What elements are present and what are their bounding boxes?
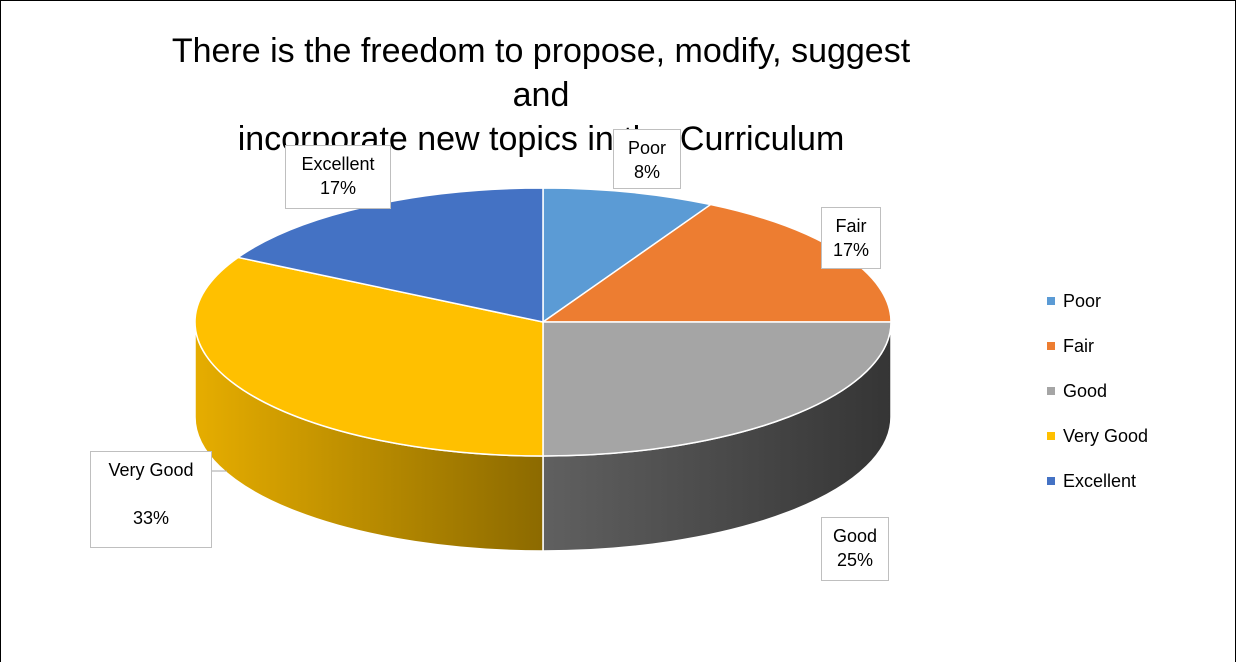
legend-label-fair: Fair bbox=[1063, 336, 1094, 356]
legend-item-good: Good bbox=[1047, 376, 1227, 421]
pie-slice-very-good bbox=[194, 256, 544, 457]
legend-item-poor: Poor bbox=[1047, 286, 1227, 331]
legend-swatch-poor bbox=[1047, 297, 1055, 305]
pie-top-layer bbox=[194, 187, 892, 457]
legend-item-very-good: Very Good bbox=[1047, 421, 1227, 466]
data-label-very-good: Very Good 33% bbox=[90, 451, 212, 548]
data-label-poor-value: 8% bbox=[633, 162, 660, 182]
chart-legend: Poor Fair Good Very Good Excellent bbox=[1047, 286, 1227, 511]
data-label-fair: Fair 17% bbox=[821, 207, 881, 269]
data-label-poor: Poor 8% bbox=[613, 129, 681, 189]
data-label-fair-category: Fair bbox=[835, 216, 867, 236]
chart-title-line-1: There is the freedom to propose, modify,… bbox=[171, 32, 911, 114]
legend-label-excellent: Excellent bbox=[1063, 471, 1137, 491]
legend-item-fair: Fair bbox=[1047, 331, 1227, 376]
pie-slice-good bbox=[542, 321, 892, 457]
data-label-very-good-value: 33% bbox=[132, 508, 170, 528]
legend-label-good: Good bbox=[1063, 381, 1108, 401]
data-label-good: Good 25% bbox=[821, 517, 889, 581]
legend-swatch-excellent bbox=[1047, 477, 1055, 485]
data-label-poor-category: Poor bbox=[627, 138, 667, 158]
legend-swatch-fair bbox=[1047, 342, 1055, 350]
chart-title: There is the freedom to propose, modify,… bbox=[151, 29, 931, 161]
legend-label-very-good: Very Good bbox=[1063, 426, 1149, 446]
pie-slice-poor bbox=[542, 187, 712, 323]
legend-item-excellent: Excellent bbox=[1047, 466, 1227, 511]
data-label-excellent-value: 17% bbox=[319, 178, 357, 198]
data-label-good-value: 25% bbox=[836, 550, 874, 570]
data-label-excellent: Excellent 17% bbox=[285, 145, 391, 209]
legend-swatch-good bbox=[1047, 387, 1055, 395]
data-label-very-good-category: Very Good bbox=[108, 460, 194, 480]
legend-label-poor: Poor bbox=[1063, 291, 1102, 311]
data-label-good-category: Good bbox=[832, 526, 878, 546]
legend-swatch-very-good bbox=[1047, 432, 1055, 440]
data-label-excellent-category: Excellent bbox=[301, 154, 375, 174]
data-label-fair-value: 17% bbox=[832, 240, 870, 260]
